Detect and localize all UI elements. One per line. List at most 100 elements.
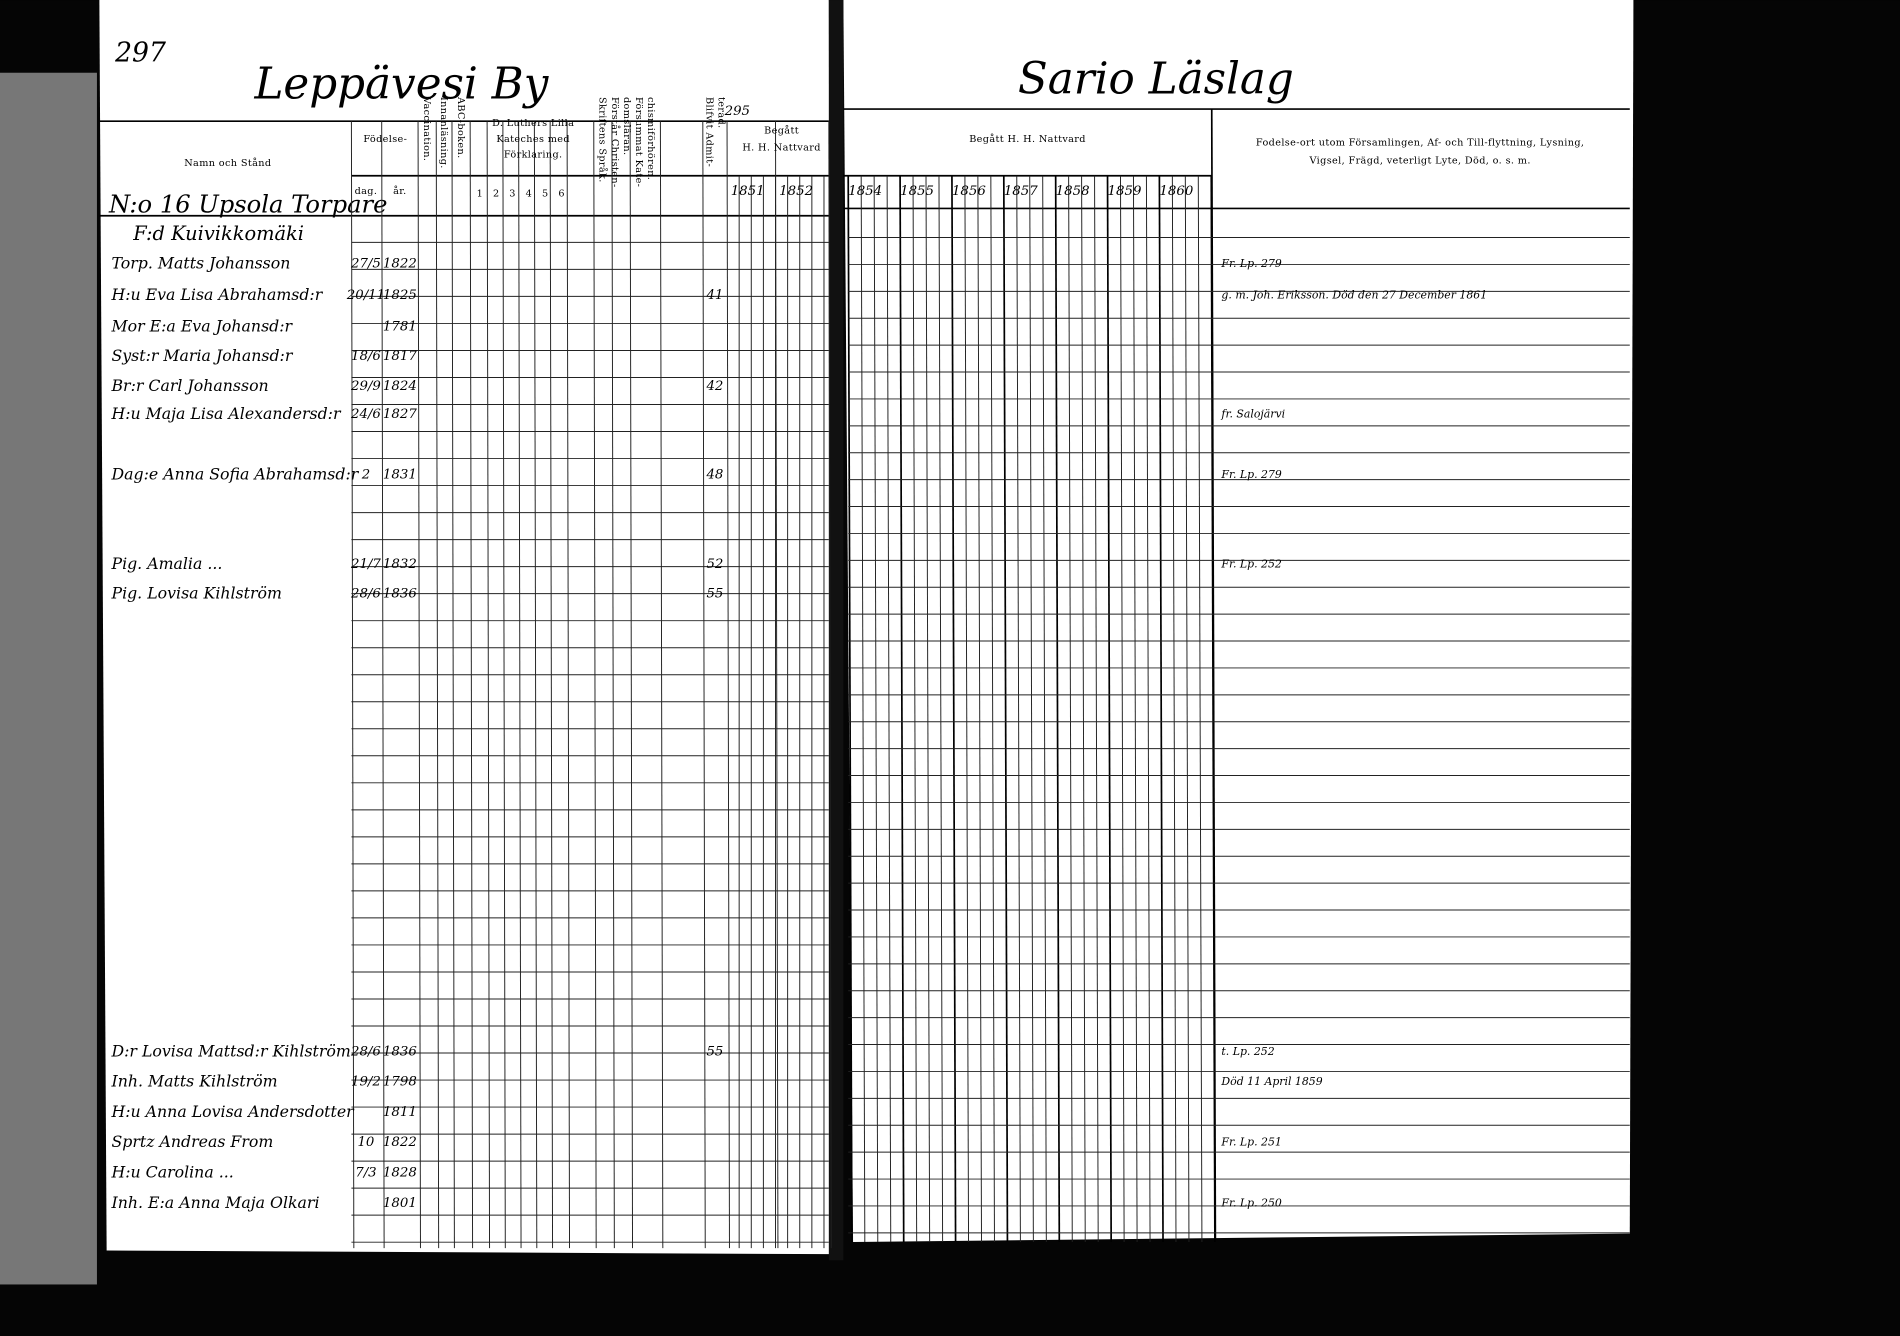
row-name: Torp. Matts Johansson [111, 254, 290, 273]
rule [899, 175, 905, 1243]
row-birth-year: 1798 [383, 1075, 417, 1090]
row-admitted: 41 [705, 288, 723, 303]
column-header: Förklaring. [504, 150, 563, 161]
row-birth-year: 1836 [383, 586, 417, 601]
column-header: 1859 [1108, 184, 1142, 199]
column-header: år. [393, 185, 407, 197]
rule [1042, 175, 1047, 1243]
vertical-header: ABC-boken. [455, 96, 466, 159]
column-header: H. H. Nattvard [742, 142, 820, 153]
rule [1081, 175, 1086, 1243]
rule [702, 121, 706, 1249]
row-name: Pig. Amalia ... [110, 554, 222, 573]
row-birth-day: 20/11 [346, 288, 385, 303]
row-name: H:u Eva Lisa Abrahamsd:r [110, 285, 323, 304]
row-birth-day: 29/9 [350, 379, 381, 394]
vertical-header: Förstår Christen- [609, 97, 621, 188]
row-note: t. Lp. 252 [1221, 1045, 1274, 1058]
rule [1145, 175, 1151, 1243]
rule [1184, 175, 1190, 1243]
row-birth-day: 19/2 [351, 1075, 381, 1090]
rule [1016, 175, 1021, 1243]
row-birth-year: 1801 [383, 1196, 417, 1211]
page-stack [0, 72, 97, 1285]
column-header: 2 [493, 188, 500, 199]
rule [847, 175, 853, 1243]
row-name: H:u Carolina ... [110, 1162, 233, 1181]
row-name: Br:r Carl Johansson [110, 376, 268, 395]
rule [381, 121, 385, 1249]
row-birth-year: 1822 [383, 257, 417, 272]
vertical-header: Försummat Kate- [633, 97, 644, 187]
rule [1120, 175, 1125, 1243]
column-header: Begått H. H. Nattvard [969, 133, 1086, 145]
rule [1210, 109, 1217, 1239]
row-birth-year: 1832 [383, 557, 417, 572]
column-header: 1860 [1159, 184, 1193, 199]
rule [629, 121, 634, 1249]
row-name: Dag:e Anna Sofia Abrahamsd:r [110, 465, 359, 484]
row-name: Inh. E:a Anna Maja Olkari [110, 1193, 319, 1212]
rule [964, 175, 970, 1243]
rule [951, 175, 957, 1243]
column-header: 1851 [731, 184, 765, 199]
rule [1158, 175, 1164, 1243]
rule [566, 121, 570, 1249]
rule [502, 121, 506, 1249]
row-note: Fr. Lp. 279 [1220, 468, 1281, 481]
village-title: Leppävesi By [253, 59, 549, 109]
rule [1197, 175, 1203, 1243]
row-note: Död 11 April 1859 [1220, 1075, 1322, 1088]
column-header: 1858 [1056, 184, 1090, 199]
column-header: 6 [558, 188, 565, 199]
column-header: dag. [355, 186, 378, 197]
rule [417, 121, 421, 1249]
row-note: Fr. Lp. 251 [1220, 1136, 1281, 1149]
row-birth-year: 1811 [383, 1105, 417, 1120]
rule [938, 175, 944, 1243]
row-birth-year: 1827 [383, 407, 417, 422]
rule [659, 121, 664, 1249]
household-number: N:o 16 Upsola Torpare [108, 191, 387, 219]
rule [486, 121, 491, 1249]
row-birth-day: 10 [357, 1135, 374, 1150]
row-birth-day: 28/6 [350, 586, 381, 601]
column-header: 3 [509, 188, 516, 199]
spine [828, 0, 844, 1261]
column-header: 1857 [1004, 184, 1038, 199]
vertical-header: Skriftens Språk. [597, 97, 609, 183]
row-note: Fr. Lp. 279 [1220, 257, 1281, 270]
column-header: 1 [477, 188, 484, 199]
right-page [843, 0, 1634, 1243]
rule [451, 121, 455, 1249]
rule [860, 175, 866, 1243]
rule [611, 121, 615, 1249]
page-number: 297 [114, 38, 166, 69]
row-name: Inh. Matts Kihlström [110, 1072, 277, 1091]
row-note: Fr. Lp. 250 [1220, 1196, 1281, 1209]
row-birth-year: 1822 [383, 1135, 417, 1150]
vertical-header: Blifvit Admit- [703, 97, 714, 167]
row-note: fr. Salojärvi [1220, 407, 1285, 420]
rule [886, 175, 892, 1243]
column-header: Födelse- [363, 134, 407, 145]
row-birth-day: 7/3 [355, 1165, 376, 1180]
rule [925, 175, 931, 1243]
row-name: D:r Lovisa Mattsd:r Kihlström [110, 1041, 350, 1060]
row-admitted: 55 [706, 1044, 723, 1059]
vertical-header: terad. [715, 97, 726, 129]
row-birth-day: 28/6 [350, 1044, 381, 1059]
row-note: Fr. Lp. 252 [1220, 558, 1281, 571]
column-header: Kateches med [496, 134, 570, 145]
column-header: D. Luthers Lilla [492, 118, 574, 129]
page-number: 295 [724, 104, 750, 119]
row-name: H:u Maja Lisa Alexandersd:r [110, 404, 342, 423]
row-admitted: 52 [706, 557, 723, 572]
row-birth-year: 1828 [383, 1165, 417, 1180]
row-birth-year: 1817 [383, 349, 417, 364]
column-header: 5 [542, 188, 549, 199]
rule [1106, 175, 1113, 1243]
row-birth-year: 1781 [383, 320, 417, 335]
